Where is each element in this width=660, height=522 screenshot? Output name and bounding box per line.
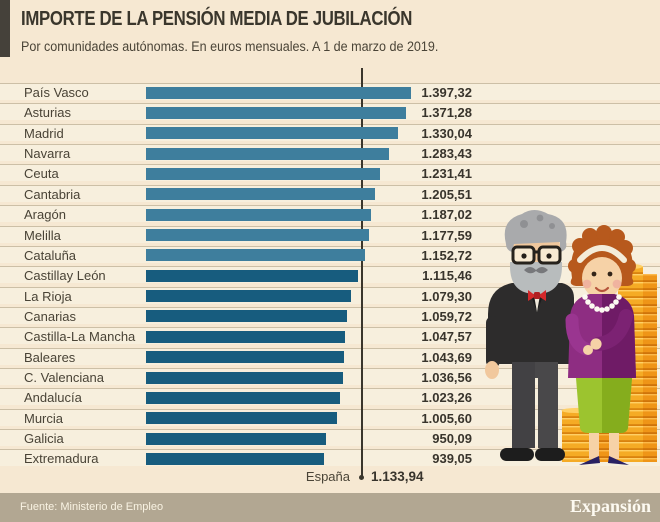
value-bar (146, 412, 337, 425)
footer-bar: Fuente: Ministerio de Empleo Expansión (0, 493, 660, 522)
value-label: 1.023,26 (421, 390, 472, 406)
bow-tie-icon (528, 290, 546, 301)
value-bar (146, 269, 358, 282)
page-title: IMPORTE DE LA PENSIÓN MEDIA DE JUBILACIÓ… (21, 8, 413, 30)
brand-logo: Expansión (569, 496, 651, 516)
value-label: 1.187,02 (421, 207, 472, 223)
value-label: 1.371,28 (421, 105, 472, 121)
value-label: 1.152,72 (421, 247, 472, 263)
value-bar (146, 106, 407, 119)
value-bar (146, 371, 343, 384)
chart-row: Andalucía 1.023,26 (0, 388, 660, 408)
category-label: Andalucía (24, 390, 82, 406)
chart-row: Cantabria 1.205,51 (0, 184, 660, 205)
category-label: Navarra (24, 146, 71, 162)
elderly-couple-illustration (485, 210, 657, 465)
value-bar (146, 310, 347, 323)
value-label: 1.036,56 (421, 370, 472, 386)
chart-row: País Vasco 1.397,32 (0, 83, 660, 103)
category-label: Madrid (24, 125, 64, 141)
value-label: 1.079,30 (421, 288, 472, 304)
value-label: 1.059,72 (421, 308, 472, 324)
value-bar (146, 290, 351, 303)
value-bar (146, 188, 375, 201)
category-label: Ceuta (24, 166, 59, 182)
category-label: Aragón (24, 207, 66, 223)
chart-row: Murcia 1.005,60 (0, 408, 660, 429)
chart-row: Asturias 1.371,28 (0, 103, 660, 123)
value-label: 1.115,46 (422, 268, 472, 284)
bar-chart: País Vasco 1.397,32 Asturias 1.371,28 Madrid… (0, 83, 660, 470)
category-label: La Rioja (24, 288, 72, 304)
chart-row: Cataluña 1.152,72 (0, 245, 660, 266)
source-credit: Fuente: Ministerio de Empleo (20, 501, 164, 513)
value-label: 1.231,41 (421, 166, 472, 182)
category-label: Murcia (24, 410, 64, 426)
value-label: 939,05 (432, 451, 472, 467)
value-bar (146, 432, 327, 445)
chart-row: Madrid 1.330,04 (0, 123, 660, 144)
page-subtitle: Por comunidades autónomas. En euros mens… (21, 39, 439, 54)
category-label: País Vasco (24, 85, 89, 100)
value-bar (146, 249, 365, 262)
pearl-necklace-icon (582, 294, 622, 313)
reference-label: España (305, 469, 350, 484)
value-bar (146, 208, 372, 221)
value-bar (146, 330, 345, 343)
glasses-icon (511, 245, 562, 265)
value-label: 1.283,43 (421, 146, 472, 162)
category-label: Melilla (24, 227, 61, 243)
man-figure (485, 210, 574, 461)
chart-row: Aragón 1.187,02 (0, 205, 660, 225)
value-bar (146, 229, 370, 242)
category-label: Cataluña (24, 247, 77, 263)
value-label: 1.205,51 (421, 186, 472, 202)
reference-line (361, 68, 363, 477)
value-label: 950,09 (432, 431, 472, 447)
chart-row: Navarra 1.283,43 (0, 144, 660, 164)
value-label: 1.047,57 (421, 329, 472, 345)
value-label: 1.043,69 (421, 349, 472, 365)
chart-row: Galicia 950,09 (0, 429, 660, 449)
category-label: Castillay León (24, 268, 106, 284)
value-bar (146, 167, 380, 180)
value-bar (146, 86, 411, 99)
category-label: Extremadura (24, 451, 99, 467)
value-bar (146, 452, 325, 465)
chart-row: Extremadura 939,05 (0, 449, 660, 469)
value-label: 1.005,60 (421, 410, 472, 426)
value-label: 1.177,59 (421, 227, 472, 243)
category-label: C. Valenciana (24, 370, 104, 386)
value-bar (146, 147, 390, 160)
category-label: Canarias (24, 308, 77, 324)
value-bar (146, 127, 399, 140)
woman-figure (565, 225, 636, 465)
chart-row: Ceuta 1.231,41 (0, 164, 660, 184)
category-label: Cantabria (24, 186, 81, 202)
reference-dot (359, 474, 364, 480)
value-label: 1.397,32 (421, 85, 472, 100)
category-label: Galicia (24, 431, 64, 447)
category-label: Castilla-La Mancha (24, 329, 136, 345)
reference-value: 1.133,94 (371, 469, 424, 484)
value-bar (146, 351, 344, 364)
chart-row: Castillay León 1.115,46 (0, 266, 660, 286)
value-label: 1.330,04 (421, 125, 472, 141)
chart-row: Melilla 1.177,59 (0, 225, 660, 246)
category-label: Asturias (24, 105, 71, 121)
category-label: Baleares (24, 349, 76, 365)
value-bar (146, 391, 341, 404)
title-accent-bar (0, 0, 10, 57)
